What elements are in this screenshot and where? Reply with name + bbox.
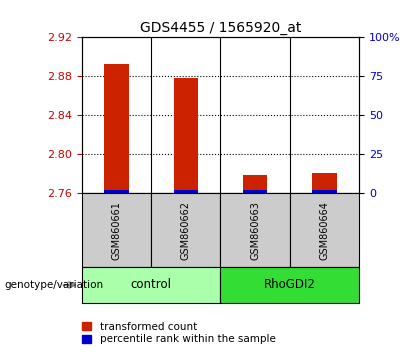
Text: control: control xyxy=(131,279,172,291)
Legend: transformed count, percentile rank within the sample: transformed count, percentile rank withi… xyxy=(81,321,276,345)
Bar xyxy=(82,267,220,303)
Bar xyxy=(82,193,151,267)
Text: GSM860662: GSM860662 xyxy=(181,201,191,259)
Bar xyxy=(105,190,129,193)
Bar xyxy=(243,175,267,193)
Text: RhoGDI2: RhoGDI2 xyxy=(264,279,316,291)
Text: genotype/variation: genotype/variation xyxy=(4,280,103,290)
Bar xyxy=(220,267,359,303)
Text: GSM860664: GSM860664 xyxy=(320,201,329,259)
Bar xyxy=(220,193,290,267)
Bar xyxy=(312,190,336,193)
Title: GDS4455 / 1565920_at: GDS4455 / 1565920_at xyxy=(140,21,301,35)
Bar xyxy=(243,190,267,193)
Bar xyxy=(290,193,359,267)
Bar xyxy=(105,64,129,193)
Bar xyxy=(151,193,220,267)
Text: GSM860663: GSM860663 xyxy=(250,201,260,259)
Bar xyxy=(174,190,198,193)
Bar xyxy=(174,78,198,193)
Bar xyxy=(312,173,336,193)
Text: GSM860661: GSM860661 xyxy=(112,201,121,259)
